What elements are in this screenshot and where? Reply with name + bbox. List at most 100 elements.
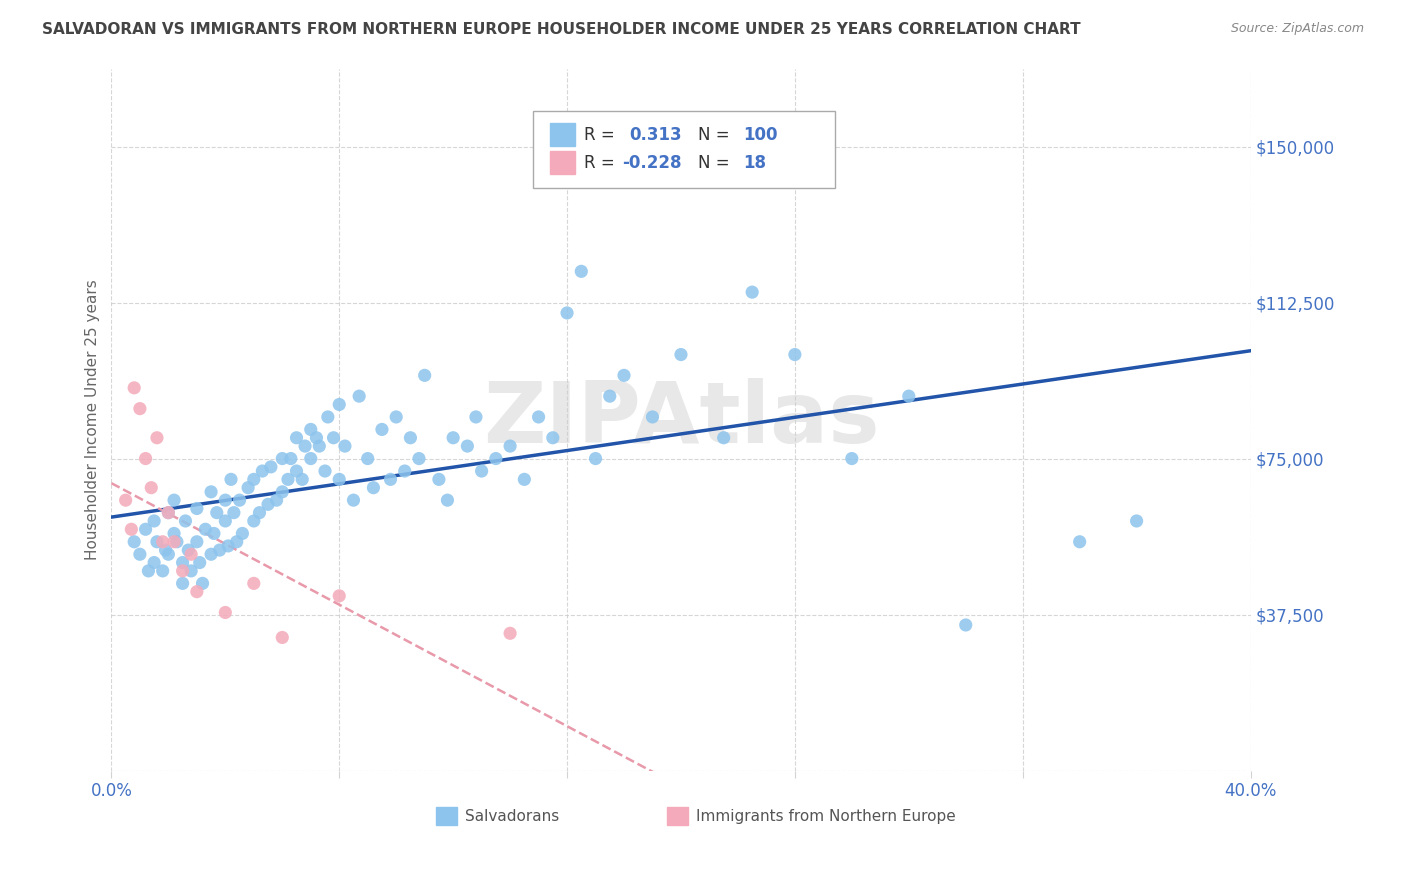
Point [527,409,550,424]
Y-axis label: Householder Income Under 25 years: Householder Income Under 25 years [86,279,100,560]
Point [363,481,385,495]
Point [128,547,150,561]
Point [257,497,280,511]
Text: SALVADORAN VS IMMIGRANTS FROM NORTHERN EUROPE HOUSEHOLDER INCOME UNDER 25 YEARS : SALVADORAN VS IMMIGRANTS FROM NORTHERN E… [42,22,1081,37]
Point [146,534,169,549]
Point [174,514,197,528]
Point [172,576,194,591]
Point [371,422,394,436]
Text: 0.313: 0.313 [630,126,682,145]
Point [135,522,157,536]
Point [141,481,163,495]
Point [135,451,157,466]
Point [157,506,180,520]
Point [219,472,242,486]
Point [128,401,150,416]
Point [186,501,208,516]
Point [357,451,380,466]
Point [464,409,486,424]
Point [191,576,214,591]
Point [202,526,225,541]
Point [408,451,430,466]
Point [333,439,356,453]
Point [291,472,314,486]
Point [243,514,266,528]
Point [157,506,180,520]
Point [499,626,522,640]
Point [741,285,763,300]
Point [427,472,450,486]
Point [897,389,920,403]
Point [155,543,177,558]
Point [385,409,408,424]
Point [441,431,464,445]
Point [641,409,664,424]
Point [569,264,592,278]
Point [413,368,436,383]
Point [120,522,142,536]
Point [177,543,200,558]
Point [305,431,328,445]
Point [513,472,536,486]
Point [143,556,166,570]
Point [1069,534,1091,549]
Text: N =: N = [697,126,730,145]
Bar [668,807,688,824]
Point [236,481,259,495]
Point [180,547,202,561]
Point [783,347,806,361]
Point [456,439,478,453]
Text: Source: ZipAtlas.com: Source: ZipAtlas.com [1230,22,1364,36]
Point [436,493,458,508]
Point [146,431,169,445]
Bar [550,123,575,145]
Point [266,493,288,508]
Point [271,451,294,466]
Point [285,431,308,445]
Point [277,472,299,486]
Text: N =: N = [697,154,730,172]
Point [308,439,330,453]
Point [208,543,231,558]
Point [555,306,578,320]
Text: R =: R = [583,154,614,172]
Point [299,422,322,436]
Point [285,464,308,478]
Point [280,451,302,466]
Point [252,464,274,478]
Point [194,522,217,536]
Point [599,389,621,403]
Point [217,539,239,553]
Point [214,606,236,620]
Point [249,506,271,520]
Point [260,459,283,474]
Point [380,472,402,486]
Point [271,484,294,499]
Point [328,589,350,603]
Point [322,431,344,445]
Point [613,368,636,383]
Bar [436,807,457,824]
Point [394,464,416,478]
Point [841,451,863,466]
Point [299,451,322,466]
FancyBboxPatch shape [533,111,835,188]
Point [186,534,208,549]
Text: Salvadorans: Salvadorans [464,809,558,823]
Point [152,564,174,578]
Point [1125,514,1147,528]
Point [342,493,364,508]
Point [328,397,350,411]
Point [955,618,977,632]
Point [499,439,522,453]
Point [713,431,735,445]
Text: 100: 100 [744,126,778,145]
Point [138,564,160,578]
Text: 18: 18 [744,154,766,172]
Point [347,389,370,403]
Point [294,439,316,453]
Point [172,556,194,570]
Point [188,556,211,570]
Point [200,547,222,561]
Text: ZIPAtlas: ZIPAtlas [482,378,879,461]
